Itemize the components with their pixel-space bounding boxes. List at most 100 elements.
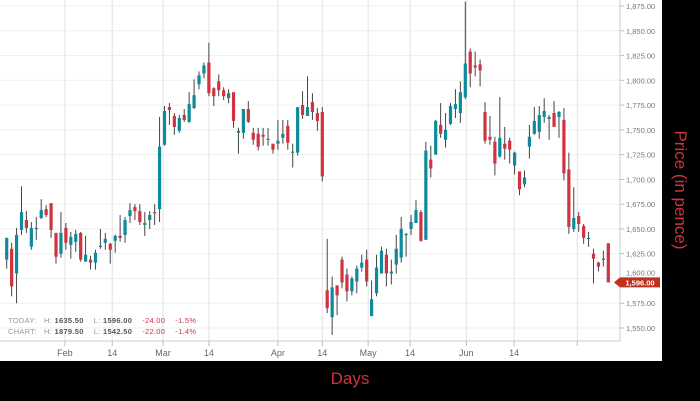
candle-body bbox=[138, 211, 142, 222]
candle bbox=[93, 249, 98, 270]
candle bbox=[522, 170, 527, 188]
candle-body bbox=[527, 136, 532, 147]
candle-body bbox=[488, 136, 492, 140]
candle-body bbox=[172, 115, 176, 127]
candle bbox=[547, 114, 551, 140]
candle bbox=[384, 248, 388, 287]
candle bbox=[414, 200, 418, 223]
candle bbox=[182, 109, 186, 122]
candle bbox=[143, 212, 147, 236]
candle-body bbox=[197, 75, 201, 85]
candle bbox=[157, 116, 162, 222]
candle bbox=[365, 249, 369, 287]
candle-body bbox=[59, 232, 63, 254]
candle bbox=[379, 246, 384, 274]
candle bbox=[419, 210, 423, 242]
candle bbox=[325, 238, 329, 314]
candle-body bbox=[118, 235, 122, 238]
candle-body bbox=[424, 150, 428, 240]
x-tick-label: Mar bbox=[155, 348, 171, 358]
x-tick-label: Feb bbox=[57, 348, 73, 358]
candle bbox=[394, 234, 398, 274]
y-tick-label: 1,775.00 bbox=[626, 101, 655, 110]
y-tick-label: 1,750.00 bbox=[626, 126, 655, 135]
today-low-label: L: bbox=[93, 316, 101, 325]
candle bbox=[300, 91, 305, 119]
y-tick-label: 1,650.00 bbox=[626, 225, 655, 234]
last-price-marker bbox=[614, 277, 660, 288]
candle-body bbox=[439, 124, 443, 134]
candle bbox=[251, 127, 255, 145]
candle-body bbox=[123, 220, 127, 235]
candle-body bbox=[577, 216, 581, 224]
candle-body bbox=[517, 171, 522, 190]
candle bbox=[453, 89, 458, 118]
candle-body bbox=[453, 104, 458, 110]
candle-body bbox=[271, 143, 275, 150]
candle-body bbox=[19, 212, 24, 230]
candle-body bbox=[300, 105, 305, 115]
candle-body bbox=[448, 106, 453, 124]
candle bbox=[133, 204, 137, 221]
candle-body bbox=[24, 220, 29, 228]
candle-body bbox=[296, 107, 300, 153]
chart-panel: 1,550.00 1,575.00 1,600.00 1,625.00 1,650.00… bbox=[0, 0, 662, 361]
y-tick-label: 1,625.00 bbox=[626, 250, 655, 259]
y-tick-label: 1,725.00 bbox=[626, 151, 655, 160]
candle bbox=[153, 204, 157, 225]
candle bbox=[212, 87, 216, 107]
candle-body bbox=[394, 248, 398, 265]
candle bbox=[207, 42, 211, 97]
candle bbox=[187, 92, 191, 123]
candle-body bbox=[434, 120, 438, 155]
candle-body bbox=[513, 152, 517, 166]
candle bbox=[340, 256, 344, 289]
candle bbox=[79, 231, 83, 262]
last-price-badge: 1,596.00 bbox=[614, 277, 660, 288]
candle bbox=[14, 227, 19, 304]
candle bbox=[527, 124, 532, 159]
x-tick-label: Jun bbox=[459, 348, 474, 358]
chart-high: 1879.50 bbox=[54, 327, 84, 336]
x-axis-title: Days bbox=[330, 369, 370, 388]
candle bbox=[276, 119, 280, 150]
candle bbox=[409, 215, 413, 235]
candle bbox=[404, 232, 408, 257]
candle bbox=[434, 119, 438, 155]
candle-body bbox=[374, 267, 379, 294]
candle bbox=[83, 235, 88, 262]
candle bbox=[39, 199, 43, 220]
candle-body bbox=[586, 237, 591, 240]
candle-body bbox=[98, 245, 102, 247]
candle bbox=[567, 152, 571, 234]
today-stats: TODAY: H: 1635.50 L: 1596.00 -24.00 -1.5% bbox=[8, 316, 206, 325]
candle bbox=[5, 237, 9, 269]
candle bbox=[493, 136, 497, 176]
candle-body bbox=[128, 210, 132, 217]
candle-body bbox=[572, 218, 576, 229]
candle-body bbox=[54, 232, 58, 257]
chart-low: 1542.50 bbox=[102, 327, 133, 336]
candle bbox=[227, 89, 231, 104]
candle-body bbox=[414, 210, 418, 223]
candle bbox=[231, 92, 236, 128]
candle-body bbox=[157, 146, 162, 210]
candle-body bbox=[305, 107, 310, 116]
candle bbox=[192, 79, 196, 110]
candle bbox=[557, 111, 561, 138]
candle-body bbox=[231, 92, 236, 121]
candle-body bbox=[325, 290, 329, 309]
today-high: 1635.50 bbox=[54, 316, 84, 325]
candle-body bbox=[365, 259, 369, 282]
candle bbox=[355, 265, 359, 294]
today-low: 1596.00 bbox=[102, 316, 133, 325]
candle-body bbox=[276, 140, 280, 144]
candle bbox=[468, 48, 472, 88]
candle-body bbox=[389, 271, 393, 274]
chart-pct: -1.4% bbox=[175, 327, 197, 336]
candle-body bbox=[606, 243, 610, 283]
candle bbox=[202, 62, 206, 79]
candle-body bbox=[335, 285, 339, 296]
candle bbox=[128, 203, 132, 223]
candle bbox=[64, 222, 68, 250]
